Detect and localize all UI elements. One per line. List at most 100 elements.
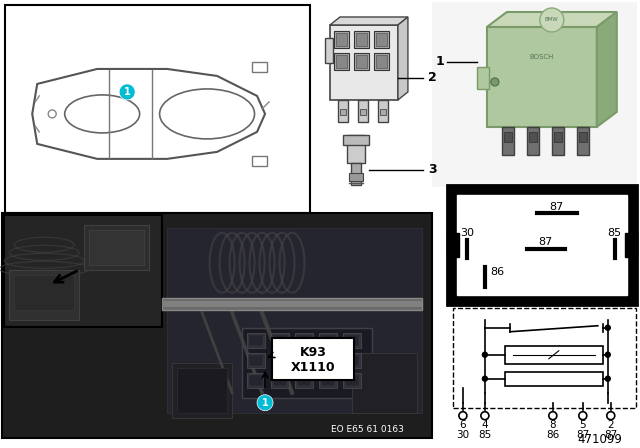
Polygon shape <box>596 12 617 127</box>
Circle shape <box>459 412 467 420</box>
Circle shape <box>491 78 499 86</box>
Text: 87: 87 <box>539 237 553 247</box>
Bar <box>345 355 359 366</box>
Bar <box>380 109 386 115</box>
Text: 2: 2 <box>428 71 436 84</box>
Bar <box>374 31 389 48</box>
Text: K93: K93 <box>300 346 326 359</box>
Bar <box>252 156 267 166</box>
Circle shape <box>119 84 135 100</box>
Bar <box>343 373 361 388</box>
Text: 85: 85 <box>608 228 622 238</box>
Bar <box>340 109 346 115</box>
Bar <box>345 335 359 346</box>
Bar <box>297 355 311 366</box>
Circle shape <box>257 395 273 411</box>
Bar <box>358 100 368 122</box>
Bar <box>334 31 349 48</box>
Bar <box>297 375 311 386</box>
Bar <box>84 225 149 270</box>
Bar <box>295 353 313 368</box>
Text: EO E65 61 0163: EO E65 61 0163 <box>330 425 403 434</box>
Text: 86: 86 <box>490 267 504 277</box>
Bar <box>453 308 636 408</box>
Bar <box>4 215 162 327</box>
Bar <box>505 346 603 364</box>
Text: 87: 87 <box>550 202 564 212</box>
Bar <box>336 33 347 46</box>
Text: 30: 30 <box>460 228 474 238</box>
Bar <box>249 375 263 386</box>
Bar <box>360 109 366 115</box>
Bar <box>457 195 627 295</box>
Bar <box>273 355 287 366</box>
Bar <box>162 298 422 310</box>
Bar <box>325 38 333 63</box>
Circle shape <box>605 325 611 330</box>
Bar <box>9 270 79 320</box>
Circle shape <box>483 376 488 381</box>
Circle shape <box>48 110 56 118</box>
Bar <box>295 333 313 348</box>
Bar <box>242 328 372 398</box>
Bar <box>349 173 363 181</box>
Circle shape <box>481 412 489 420</box>
Bar <box>271 333 289 348</box>
Bar <box>319 333 337 348</box>
Polygon shape <box>487 12 617 27</box>
Bar <box>336 55 347 68</box>
Bar <box>297 335 311 346</box>
Bar <box>162 301 422 307</box>
Bar <box>447 233 459 257</box>
Bar <box>3 213 432 438</box>
Bar <box>579 132 587 142</box>
Bar <box>319 373 337 388</box>
Text: 1: 1 <box>262 398 268 408</box>
Bar <box>351 163 361 185</box>
Text: 87: 87 <box>604 430 618 439</box>
Bar <box>177 368 227 413</box>
Circle shape <box>579 412 587 420</box>
Bar <box>347 135 365 163</box>
Bar <box>271 353 289 368</box>
Bar <box>321 335 335 346</box>
Text: 1: 1 <box>436 56 444 69</box>
Bar <box>577 127 589 155</box>
Bar <box>374 53 389 70</box>
Circle shape <box>549 412 557 420</box>
Text: 30: 30 <box>456 430 470 439</box>
Bar <box>247 333 265 348</box>
Polygon shape <box>32 69 265 159</box>
Text: 87: 87 <box>576 430 589 439</box>
Text: 5: 5 <box>579 420 586 430</box>
Circle shape <box>607 412 615 420</box>
Bar <box>447 185 637 305</box>
Bar <box>376 33 387 46</box>
Bar <box>354 53 369 70</box>
Bar <box>272 338 354 380</box>
Text: 6: 6 <box>460 420 466 430</box>
Bar <box>5 5 310 213</box>
Bar <box>319 353 337 368</box>
Bar <box>529 132 537 142</box>
Bar <box>247 373 265 388</box>
Bar <box>338 100 348 122</box>
Bar <box>432 2 637 187</box>
Text: 3: 3 <box>428 164 436 177</box>
Bar <box>343 135 369 145</box>
Text: 471099: 471099 <box>577 433 622 446</box>
Bar <box>167 228 422 413</box>
Bar <box>249 335 263 346</box>
Bar <box>321 355 335 366</box>
Bar <box>625 233 637 257</box>
Polygon shape <box>330 17 408 25</box>
Text: 2: 2 <box>607 420 614 430</box>
Bar <box>378 100 388 122</box>
Bar <box>172 363 232 418</box>
Polygon shape <box>398 17 408 100</box>
Bar <box>334 53 349 70</box>
Bar <box>273 375 287 386</box>
Text: 85: 85 <box>478 430 492 439</box>
Text: BOSCH: BOSCH <box>530 54 554 60</box>
Bar <box>487 27 596 127</box>
